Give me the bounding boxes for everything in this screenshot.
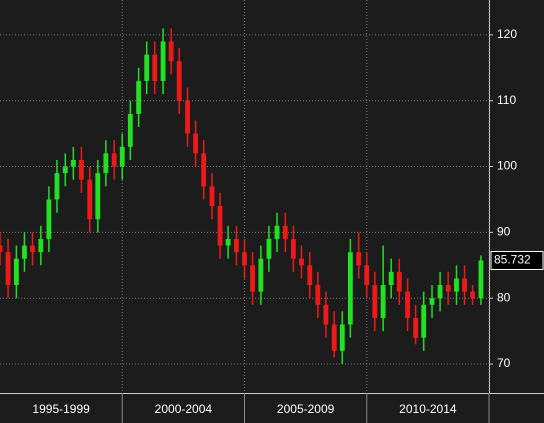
x-period-label: 2005-2009 bbox=[277, 402, 335, 416]
candle-body bbox=[144, 54, 150, 81]
candle-body bbox=[339, 324, 345, 351]
last-price-box bbox=[490, 250, 544, 270]
candle-body bbox=[176, 61, 182, 101]
candle-body bbox=[193, 133, 199, 154]
candle-body bbox=[152, 54, 158, 81]
x-period-label: 2000-2004 bbox=[155, 402, 213, 416]
candle-body bbox=[323, 304, 329, 325]
candle-body bbox=[5, 252, 11, 286]
candle-body bbox=[470, 291, 476, 299]
candle-body bbox=[127, 113, 133, 147]
candle-body bbox=[331, 324, 337, 351]
candle-body bbox=[380, 285, 386, 318]
candle-body bbox=[62, 166, 68, 174]
x-period-label: 1995-1999 bbox=[32, 402, 90, 416]
candle-body bbox=[136, 80, 142, 114]
candle-body bbox=[119, 146, 125, 167]
candle-body bbox=[111, 153, 117, 167]
candle-body bbox=[445, 285, 451, 292]
candle-body bbox=[70, 159, 76, 167]
candle-body bbox=[315, 285, 321, 305]
candle-body bbox=[103, 153, 109, 174]
candle-body bbox=[282, 225, 288, 239]
candle-body bbox=[78, 159, 84, 180]
y-tick-label: 100 bbox=[497, 159, 517, 173]
candle-body bbox=[95, 173, 101, 220]
candle-body bbox=[185, 100, 190, 134]
last-price-label: 85.732 bbox=[494, 253, 531, 267]
y-tick-label: 80 bbox=[497, 290, 511, 304]
y-tick-label: 120 bbox=[497, 27, 517, 41]
candle-body bbox=[290, 238, 296, 259]
candle-body bbox=[217, 206, 223, 246]
candle-body bbox=[307, 265, 313, 286]
candle-body bbox=[347, 252, 353, 325]
candle-body bbox=[299, 258, 304, 266]
candle-body bbox=[274, 225, 280, 239]
candle-body bbox=[454, 278, 459, 292]
candle-body bbox=[266, 238, 272, 259]
candle-body bbox=[54, 173, 60, 200]
candle-body bbox=[30, 245, 35, 253]
candle-body bbox=[372, 285, 378, 318]
candle-body bbox=[405, 291, 411, 318]
candle-body bbox=[234, 238, 239, 253]
candle-body bbox=[478, 260, 484, 299]
candle-body bbox=[38, 238, 44, 253]
candle-body bbox=[388, 271, 394, 286]
candle-body bbox=[429, 298, 435, 305]
candle-body bbox=[87, 179, 93, 220]
candle-body bbox=[364, 265, 370, 286]
candle-body bbox=[437, 285, 443, 299]
candle-body bbox=[46, 199, 52, 239]
y-tick-label: 70 bbox=[497, 356, 511, 370]
candle-body bbox=[242, 252, 247, 266]
candle-body bbox=[462, 278, 467, 292]
candle-body bbox=[250, 265, 255, 292]
candle-body bbox=[225, 238, 231, 246]
candle-body bbox=[22, 245, 27, 259]
candle-body bbox=[421, 304, 427, 338]
y-tick-label: 90 bbox=[497, 225, 511, 239]
y-tick-label: 110 bbox=[497, 93, 516, 107]
candle-body bbox=[258, 258, 264, 292]
candle-body bbox=[13, 258, 19, 286]
candle-body bbox=[0, 245, 3, 253]
x-period-label: 2010-2014 bbox=[399, 402, 457, 416]
candle-body bbox=[356, 252, 362, 266]
candle-body bbox=[396, 271, 402, 292]
candle-body bbox=[201, 153, 207, 187]
candle-body bbox=[160, 41, 166, 81]
candle-body bbox=[413, 317, 419, 338]
candle-body bbox=[209, 186, 215, 207]
candle-body bbox=[168, 41, 174, 62]
